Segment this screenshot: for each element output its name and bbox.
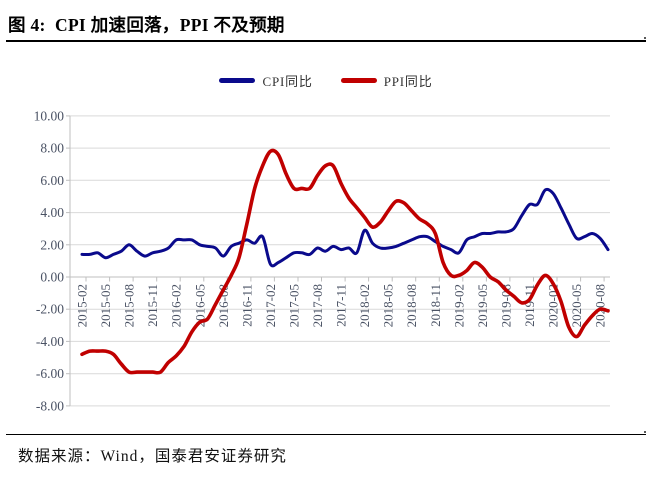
y-tick-label: 10.00 xyxy=(34,108,65,123)
x-tick-label: 2019-02 xyxy=(451,284,466,327)
x-tick-label: 2018-05 xyxy=(381,284,396,327)
y-tick-label: 0.00 xyxy=(40,270,64,285)
legend-item-ppi: PPI同比 xyxy=(340,71,433,90)
ppi-line-swatch xyxy=(340,78,377,83)
x-tick-label: 2015-05 xyxy=(98,284,113,327)
chart-legend: CPI同比 PPI同比 xyxy=(0,71,652,90)
x-tick-label: 2017-11 xyxy=(334,284,349,327)
y-tick-label: -6.00 xyxy=(36,366,64,381)
stray-mark-bottom xyxy=(644,431,646,433)
y-tick-label: 4.00 xyxy=(40,205,64,220)
x-tick-label: 2017-02 xyxy=(263,284,278,327)
y-tick-label: 6.00 xyxy=(40,173,64,188)
x-tick-label: 2018-11 xyxy=(428,284,443,327)
stray-mark-top xyxy=(644,37,646,39)
x-tick-label: 2017-05 xyxy=(287,284,302,327)
cpi-line-swatch xyxy=(219,78,256,83)
x-tick-label: 2018-02 xyxy=(357,284,372,327)
x-tick-label: 2017-08 xyxy=(310,284,325,327)
chart-canvas: 10.00 8.00 6.00 4.00 2.00 0.00 -2.00 -4.00 -6.00… xyxy=(34,108,610,413)
x-tick-label: 2020-08 xyxy=(593,284,608,327)
y-tick-label: -2.00 xyxy=(36,302,64,317)
legend-label-ppi: PPI同比 xyxy=(383,74,433,89)
x-tick-label: 2016-02 xyxy=(169,284,184,327)
figure-title: 图 4: CPI 加速回落，PPI 不及预期 xyxy=(8,15,285,35)
data-source-note: 数据来源：Wind，国泰君安证券研究 xyxy=(18,448,287,465)
x-tick-label: 2019-05 xyxy=(475,284,490,327)
x-tick-label: 2015-02 xyxy=(75,284,90,327)
x-tick-label: 2015-11 xyxy=(145,284,160,327)
x-tick-label: 2015-08 xyxy=(122,284,137,327)
y-tick-label: 2.00 xyxy=(40,237,64,252)
ppi-line xyxy=(80,148,610,375)
x-tick-label: 2018-08 xyxy=(404,284,419,327)
legend-label-cpi: CPI同比 xyxy=(262,74,313,89)
x-tick-label: 2016-11 xyxy=(239,284,254,327)
footer-rule xyxy=(6,434,646,435)
title-underline xyxy=(6,40,646,42)
y-tick-label: -4.00 xyxy=(36,334,64,349)
y-tick-label: 8.00 xyxy=(40,141,64,156)
x-tick-label: 2020-05 xyxy=(569,284,584,327)
legend-item-cpi: CPI同比 xyxy=(219,71,312,90)
cpi-line xyxy=(80,187,610,268)
x-tick-label: 2016-05 xyxy=(192,284,207,327)
y-tick-label: -8.00 xyxy=(36,398,64,413)
